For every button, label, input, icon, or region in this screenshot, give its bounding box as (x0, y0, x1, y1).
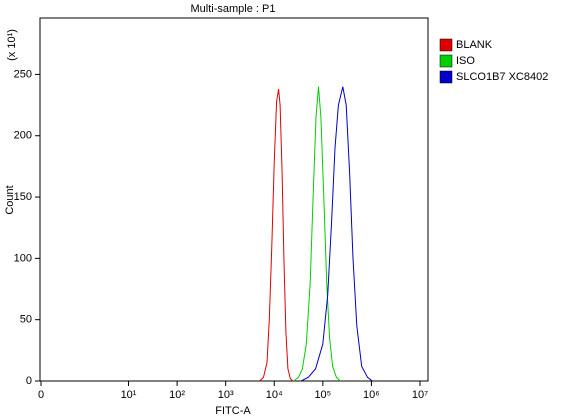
x-tick-label: 10⁶ (363, 389, 380, 401)
series-line (293, 86, 341, 382)
y-tick-label: 0 (26, 375, 32, 387)
y-tick-label: 250 (14, 68, 32, 80)
x-tick-label: 10⁵ (314, 389, 331, 401)
legend-label: BLANK (456, 39, 493, 51)
legend-swatch (439, 54, 453, 68)
y-multiplier: (x 10¹) (6, 29, 18, 61)
y-tick-label: 200 (14, 130, 32, 142)
series-line (300, 86, 373, 382)
legend-swatch (439, 70, 453, 84)
x-tick-label: 10⁷ (412, 389, 428, 401)
y-tick-label: 150 (14, 191, 32, 203)
y-tick-label: 50 (20, 314, 32, 326)
x-axis-label: FITC-A (215, 405, 251, 417)
x-tick-label: 10¹ (121, 389, 137, 401)
x-tick-label: 10⁴ (266, 389, 283, 401)
y-axis-label: Count (4, 185, 16, 214)
legend-label: SLCO1B7 XC8402 (456, 71, 548, 83)
legend-swatch (439, 38, 453, 52)
chart-title: Multi-sample : P1 (191, 3, 276, 15)
series-line (259, 89, 294, 382)
x-tick-label: 10³ (218, 389, 234, 401)
plot-frame (39, 17, 429, 382)
y-tick-label: 100 (14, 252, 32, 264)
x-tick-label: 0 (38, 389, 44, 401)
legend-label: ISO (456, 55, 475, 67)
x-tick-label: 10² (169, 389, 185, 401)
